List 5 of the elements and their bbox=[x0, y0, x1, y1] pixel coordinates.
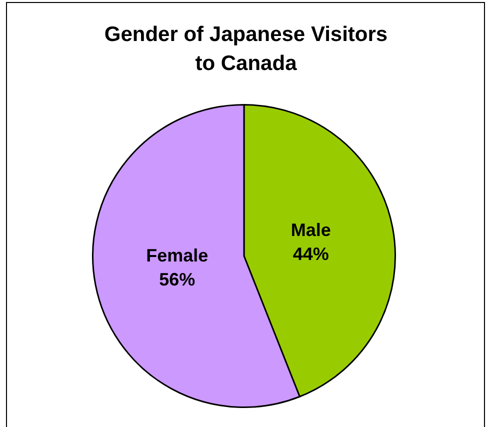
chart-title: Gender of Japanese Visitors to Canada bbox=[103, 22, 389, 77]
slice-label: Male bbox=[290, 220, 331, 240]
data-label: 56% bbox=[159, 270, 196, 290]
data-label: 44% bbox=[292, 244, 329, 264]
slice-label: Female bbox=[146, 246, 208, 266]
